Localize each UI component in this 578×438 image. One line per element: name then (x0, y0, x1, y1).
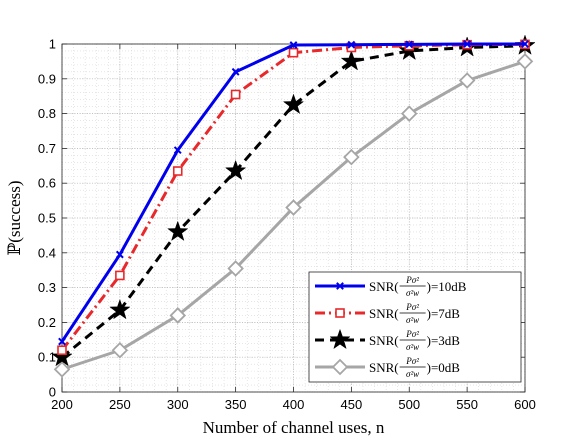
legend-fraction: Pσ² (405, 329, 419, 339)
data-point (51, 345, 73, 367)
y-tick-label: 0.1 (38, 350, 56, 365)
data-point (227, 260, 244, 277)
y-tick-label: 0 (49, 385, 56, 400)
legend-label: )=10dB (427, 279, 467, 294)
legend-label: )=7dB (427, 306, 461, 321)
legend-fraction: Pσ² (405, 302, 419, 312)
x-tick-label: 250 (109, 397, 131, 412)
axes: 200 250 300 350 400 450 500 550 600 0 0.1 0.2 0.3 0.4… (38, 37, 536, 413)
data-point (167, 220, 189, 242)
data-point (521, 40, 529, 48)
data-point (343, 148, 360, 166)
x-tick-label: 500 (398, 397, 420, 412)
y-tick-label: 0.6 (38, 176, 56, 191)
series-layer (51, 34, 536, 378)
data-point (53, 361, 71, 378)
data-point (231, 67, 240, 76)
x-tick-label: 200 (51, 397, 73, 412)
legend-entry: SNR( Pσ² σ²w )=0dB (315, 356, 460, 379)
legend-marker (335, 308, 345, 318)
y-tick-label: 0.2 (38, 315, 56, 330)
data-point (516, 53, 534, 70)
data-point (230, 89, 241, 100)
data-point (458, 72, 476, 89)
legend-fraction: σ²w (406, 288, 419, 298)
data-point (400, 105, 418, 122)
data-point (169, 307, 187, 324)
data-point (340, 50, 363, 71)
y-axis-label: ℙ(success) (5, 180, 24, 255)
legend-entry: SNR( Pσ² σ²w )=10dB (315, 275, 467, 298)
data-point (463, 40, 472, 48)
legend-fraction: Pσ² (405, 275, 419, 285)
legend-marker (329, 328, 351, 350)
legend-fraction: σ²w (406, 369, 419, 379)
data-point (282, 93, 305, 115)
legend-label: )=0dB (427, 360, 461, 375)
data-point (58, 337, 66, 346)
data-point (288, 47, 299, 58)
x-tick-label: 300 (167, 397, 189, 412)
y-tick-label: 0.4 (38, 245, 56, 260)
y-tick-label: 0.8 (38, 106, 56, 121)
legend-entry: SNR( Pσ² σ²w )=3dB (315, 328, 461, 352)
legend-label: SNR( (369, 360, 399, 375)
data-point (224, 159, 247, 181)
series-4 (53, 53, 534, 378)
legend-label: SNR( (369, 279, 399, 294)
data-point (57, 345, 67, 356)
y-tick-label: 0.9 (38, 71, 56, 86)
legend-fraction: Pσ² (405, 356, 419, 366)
data-point (289, 41, 298, 49)
data-point (115, 270, 125, 281)
data-point (172, 166, 183, 176)
y-tick-label: 1 (49, 37, 56, 52)
x-tick-label: 350 (225, 397, 247, 412)
legend-marker (331, 358, 349, 376)
data-point (109, 298, 131, 320)
data-point (115, 250, 124, 259)
y-tick-label: 0.5 (38, 211, 56, 226)
legend-fraction: σ²w (406, 342, 419, 352)
x-tick-label: 550 (456, 397, 478, 412)
legend: SNR( Pσ² σ²w )=10dB SNR( Pσ² σ²w )=7dB SNR( Pσ² σ²… (308, 271, 522, 383)
y-tick-label: 0.3 (38, 280, 56, 295)
legend-label: )=3dB (427, 333, 461, 348)
legend-entry: SNR( Pσ² σ²w )=7dB (315, 302, 460, 325)
data-point (285, 199, 302, 216)
legend-fraction: σ²w (406, 315, 419, 325)
data-point (347, 40, 356, 49)
data-point (111, 341, 129, 359)
legend-label: SNR( (369, 306, 399, 321)
legend-marker (336, 282, 344, 290)
y-tick-label: 0.7 (38, 141, 56, 156)
data-point (405, 40, 414, 49)
series-line (61, 44, 526, 359)
x-tick-label: 400 (283, 397, 305, 412)
series-1 (58, 40, 529, 346)
x-tick-label: 450 (341, 397, 363, 412)
legend-label: SNR( (369, 333, 399, 348)
x-axis-label: Number of channel uses, n (203, 418, 385, 437)
x-tick-label: 600 (514, 397, 536, 412)
data-point (173, 146, 182, 155)
